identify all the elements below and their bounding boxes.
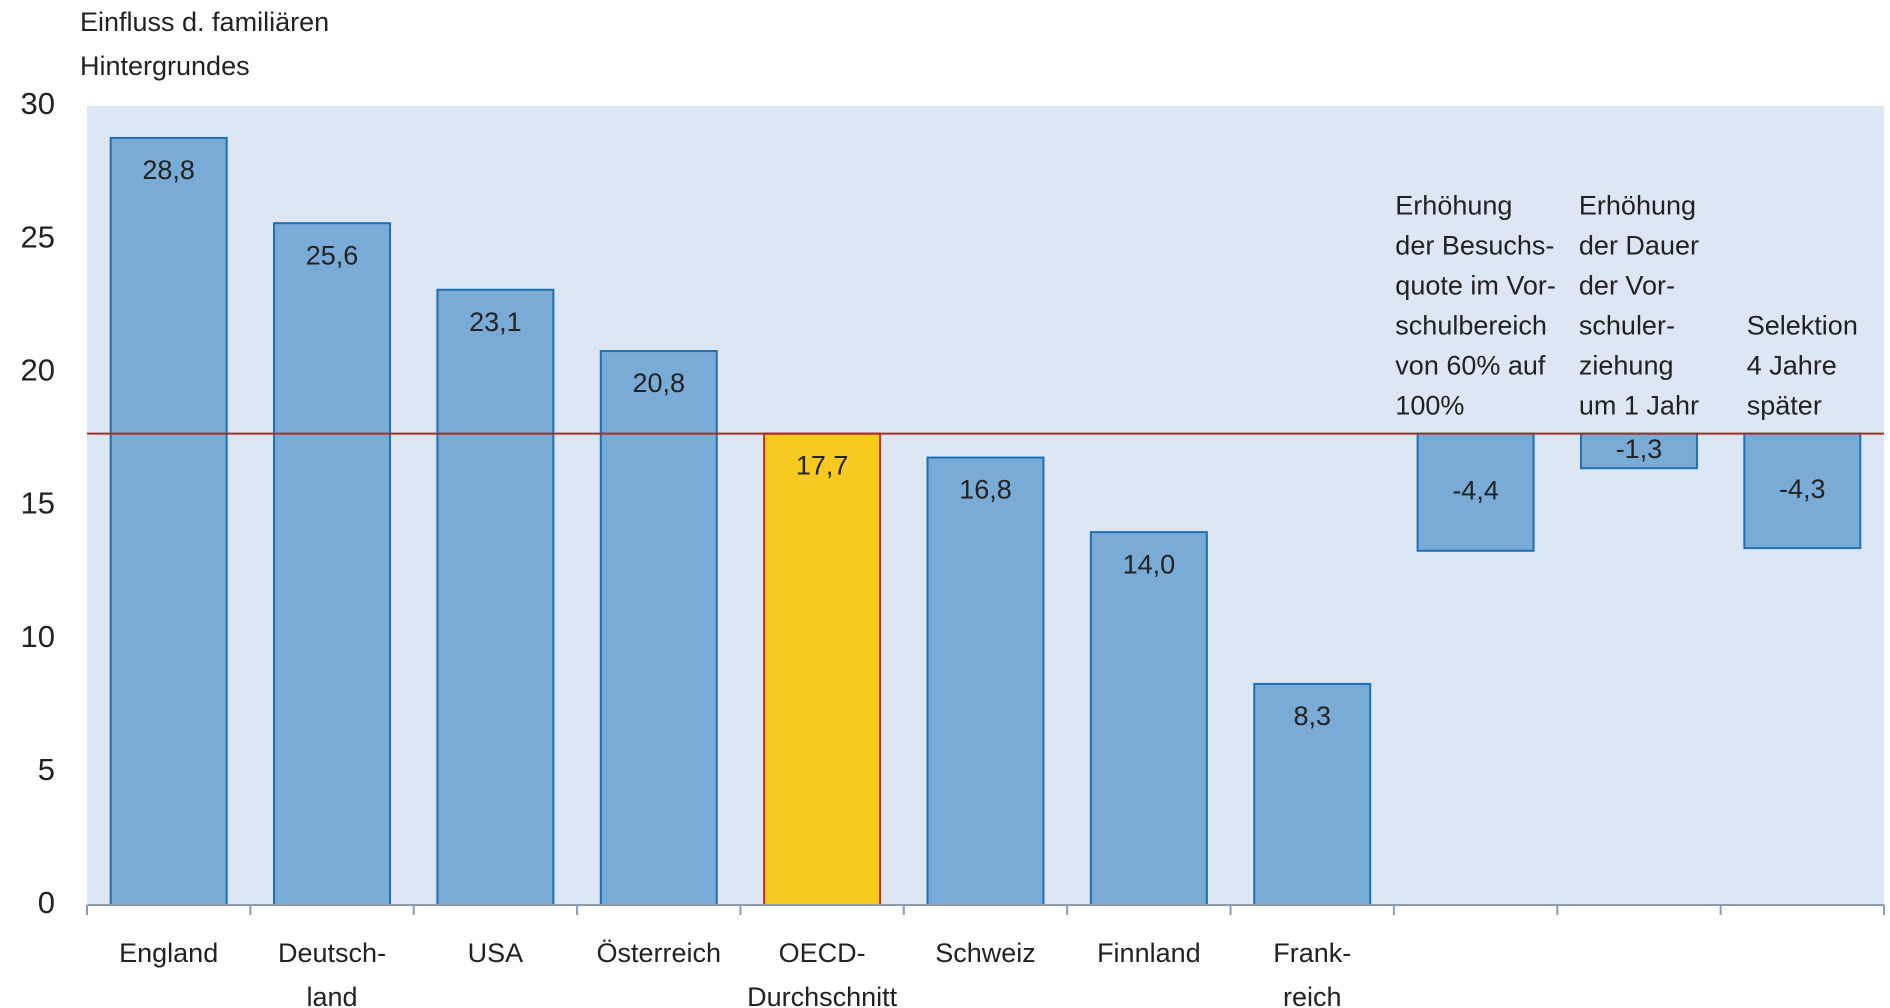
bar	[109, 136, 228, 906]
y-axis-title: Einfluss d. familiären	[80, 7, 329, 37]
annotation: quote im Vor-	[1395, 271, 1556, 301]
y-tick-label: 30	[21, 86, 55, 121]
annotation: schulbereich	[1395, 311, 1547, 341]
bar	[926, 456, 1045, 906]
annotation: der Dauer	[1579, 231, 1699, 261]
value-label: 20,8	[632, 368, 685, 398]
value-label: 25,6	[306, 240, 359, 270]
y-tick-label: 0	[38, 885, 55, 920]
bar	[1743, 432, 1862, 550]
bar	[763, 432, 882, 906]
y-tick-label: 20	[21, 353, 55, 388]
value-label: 16,8	[959, 475, 1012, 505]
bar	[1089, 531, 1208, 907]
x-tick-label: reich	[1283, 982, 1342, 1008]
annotation: ziehung	[1579, 351, 1674, 381]
bar	[436, 288, 555, 906]
x-tick-label: Finnland	[1097, 938, 1201, 968]
annotation: Erhöhung	[1579, 191, 1696, 221]
annotation: 4 Jahre	[1747, 351, 1837, 381]
bar	[1416, 432, 1535, 552]
x-tick-label: Durchschnitt	[747, 982, 898, 1008]
annotation: später	[1747, 391, 1822, 421]
annotation: Selektion	[1747, 311, 1858, 341]
value-label: 8,3	[1293, 701, 1331, 731]
y-axis-title: Hintergrundes	[80, 51, 250, 81]
annotation: schuler-	[1579, 311, 1675, 341]
annotation: der Vor-	[1579, 271, 1675, 301]
x-tick-label: land	[307, 982, 358, 1008]
value-label: -4,4	[1452, 475, 1499, 505]
bar	[273, 222, 392, 907]
x-tick-label: USA	[468, 938, 524, 968]
bar	[1253, 682, 1372, 907]
value-label: 14,0	[1123, 549, 1176, 579]
y-tick-label: 5	[38, 752, 55, 787]
x-tick-label: Frank-	[1273, 938, 1351, 968]
value-label: 28,8	[142, 155, 195, 185]
x-tick-label: Schweiz	[935, 938, 1036, 968]
x-tick-label: Österreich	[596, 938, 721, 968]
bar	[599, 350, 718, 906]
annotation: 100%	[1395, 391, 1464, 421]
y-tick-label: 25	[21, 219, 55, 254]
value-label: -1,3	[1616, 434, 1663, 464]
x-tick-label: England	[119, 938, 218, 968]
annotation: der Besuchs-	[1395, 231, 1554, 261]
value-label: 17,7	[796, 451, 849, 481]
y-tick-label: 10	[21, 619, 55, 654]
value-label: -4,3	[1779, 474, 1826, 504]
annotation: um 1 Jahr	[1579, 391, 1699, 421]
x-tick-label: Deutsch-	[278, 938, 386, 968]
x-tick-label: OECD-	[779, 938, 866, 968]
annotation: Erhöhung	[1395, 191, 1512, 221]
value-label: 23,1	[469, 307, 522, 337]
bar	[1579, 432, 1698, 470]
annotation: von 60% auf	[1395, 351, 1546, 381]
y-tick-label: 15	[21, 486, 55, 521]
